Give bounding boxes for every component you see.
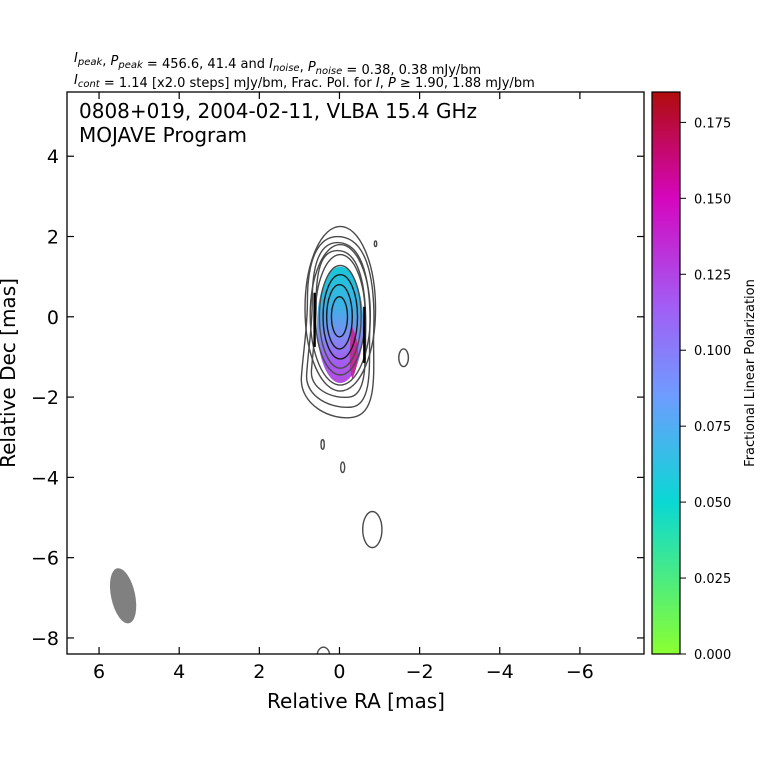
y-tick-label: −8 <box>31 628 59 650</box>
header-line-1: Ipeak, Ppeak = 456.6, 41.4 and Inoise, P… <box>74 51 481 78</box>
chart-title-line-2: MOJAVE Program <box>79 123 247 147</box>
colorbar-tick-label: 0.000 <box>694 648 731 663</box>
colorbar-tick-label: 0.175 <box>694 116 731 131</box>
plot-area: 6 4 2 0 −2 −4 −6 4 2 0 −2 −4 −6 −8 0808+019, 2004-02-… <box>0 91 645 713</box>
plot-frame <box>66 91 645 655</box>
x-tick-label: 0 <box>333 661 345 683</box>
colorbar-tick-label: 0.125 <box>694 268 731 283</box>
x-tick-label: 6 <box>93 661 105 683</box>
map-layer <box>109 225 410 654</box>
y-tick-label: 0 <box>47 307 59 329</box>
contour-isolated <box>398 348 410 368</box>
beam-ellipse <box>109 568 137 624</box>
contour-extended <box>305 241 371 408</box>
y-tick-label: −4 <box>31 467 59 489</box>
x-tick-label: 4 <box>173 661 185 683</box>
contour-core <box>325 283 353 350</box>
colorbar-tick-label: 0.075 <box>694 420 731 435</box>
colorbar-gradient <box>652 92 680 654</box>
contour-core <box>330 296 349 338</box>
x-axis-label: Relative RA [mas] <box>267 689 445 713</box>
contour-isolated <box>373 240 378 248</box>
colorbar-ticks: 0.000 0.025 0.050 0.075 0.100 0.125 0.150 0.175 <box>680 116 731 663</box>
contour-isolated <box>320 438 325 450</box>
colorbar-tick-label: 0.100 <box>694 344 731 359</box>
y-tick-label: −6 <box>31 548 59 570</box>
contour-core <box>322 273 359 360</box>
contour-isolated <box>362 510 383 549</box>
colorbar-tick-label: 0.050 <box>694 496 731 511</box>
colorbar-tick-label: 0.025 <box>694 572 731 587</box>
axis-ticks: 6 4 2 0 −2 −4 −6 4 2 0 −2 −4 −6 −8 <box>31 92 644 683</box>
colorbar-frame <box>651 91 681 655</box>
contour-isolated <box>316 646 331 654</box>
colorbar-label: Fractional Linear Polarization <box>743 279 758 467</box>
polarization-magenta-edge <box>349 324 359 380</box>
y-tick-label: −2 <box>31 387 59 409</box>
header-line-2: Icont = 1.14 [x2.0 steps] mJy/bm, Frac. … <box>74 73 535 91</box>
chart-title-line-1: 0808+019, 2004-02-11, VLBA 15.4 GHz <box>79 99 477 123</box>
contour-core <box>304 225 377 392</box>
x-tick-label: −2 <box>406 661 434 683</box>
contour-extended <box>300 235 375 419</box>
x-tick-label: −6 <box>566 661 594 683</box>
colorbar-tick-label: 0.150 <box>694 192 731 207</box>
contour-isolated <box>339 461 346 474</box>
y-tick-label: 4 <box>47 146 59 168</box>
x-tick-label: −4 <box>486 661 514 683</box>
contour-core <box>318 264 362 369</box>
colorbar: 0.000 0.025 0.050 0.075 0.100 0.125 0.150 0.175… <box>651 91 758 663</box>
y-tick-label: 2 <box>47 227 59 249</box>
x-tick-label: 2 <box>253 661 265 683</box>
y-axis-label: Relative Dec [mas] <box>0 278 20 468</box>
